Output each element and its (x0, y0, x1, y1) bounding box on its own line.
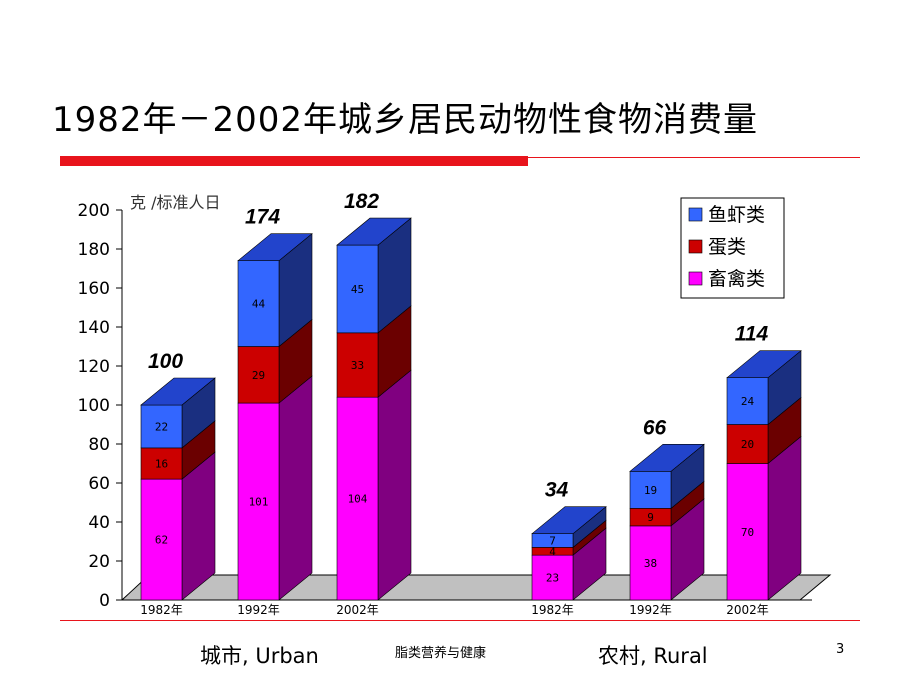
bar-segment-label: 23 (546, 572, 559, 585)
bar-top-face (629, 443, 705, 472)
bar-top-face (237, 233, 313, 262)
bar-segment (140, 404, 183, 449)
bar-segment (629, 470, 672, 509)
chart-floor (120, 574, 832, 601)
bar-segment-label: 22 (155, 420, 168, 433)
bar-segment (140, 447, 183, 480)
bar-segment-label: 9 (647, 511, 654, 524)
legend-label: 畜禽类 (708, 268, 765, 290)
bar-total-label: 100 (148, 350, 183, 373)
bar-segment-label: 33 (351, 359, 364, 372)
bar-top-face (336, 217, 412, 246)
x-tick-label: 1992年 (237, 603, 280, 617)
bar-segment (140, 478, 183, 601)
group-label-urban: 城市, Urban (200, 644, 319, 668)
bar-segment (336, 244, 379, 334)
y-tick-label: 40 (88, 513, 110, 533)
y-tick-label: 80 (88, 435, 110, 455)
y-tick-label: 100 (78, 396, 110, 416)
bar-segment (336, 332, 379, 398)
bar-total-label: 174 (245, 206, 280, 229)
legend-swatch (688, 207, 703, 222)
bar-segment (726, 463, 769, 601)
bar-side-face (377, 369, 412, 601)
bar-top-face (140, 377, 216, 406)
legend-label: 蛋类 (708, 236, 746, 258)
bottom-rule (60, 620, 860, 621)
x-tick-label: 2002年 (726, 603, 769, 617)
y-tick-label: 20 (88, 552, 110, 572)
bar-segment (237, 402, 280, 601)
bar-segment (237, 346, 280, 404)
bar-total-label: 66 (643, 416, 667, 439)
group-label-rural: 农村, Rural (598, 644, 708, 668)
y-tick-label: 180 (78, 240, 110, 260)
bar-segment (336, 396, 379, 601)
bar-top-face (726, 350, 802, 379)
bar-segment-label: 4 (549, 545, 556, 558)
y-tick-label: 160 (78, 279, 110, 299)
bar-segment-label: 101 (249, 496, 269, 509)
y-tick-label: 140 (78, 318, 110, 338)
bar-segment-label: 19 (644, 484, 657, 497)
bar-segment-label: 20 (741, 438, 754, 451)
bar-segment-label: 29 (252, 369, 265, 382)
bar-segment-label: 24 (741, 395, 755, 408)
bar-segment-label: 45 (351, 283, 364, 296)
page-number: 3 (836, 642, 845, 657)
y-tick-label: 120 (78, 357, 110, 377)
x-tick-label: 1982年 (140, 603, 183, 617)
x-tick-label: 2002年 (336, 603, 379, 617)
bar-segment-label: 70 (741, 526, 754, 539)
y-tick-label: 0 (99, 591, 110, 611)
footer-text: 脂类营养与健康 (395, 646, 487, 661)
bar-segment (531, 554, 574, 601)
bar-top-face (531, 506, 607, 535)
legend-swatch (688, 239, 703, 254)
bar-segment-label: 38 (644, 557, 657, 570)
bar-total-label: 114 (735, 323, 769, 346)
bar-total-label: 34 (545, 479, 569, 502)
bar-segment (726, 424, 769, 464)
bar-segment-label: 62 (155, 534, 168, 547)
slide-title: 1982年－2002年城乡居民动物性食物消费量 (52, 100, 759, 140)
bar-segment-label: 104 (348, 493, 368, 506)
bar-segment-label: 7 (549, 535, 556, 548)
bar-side-face (767, 435, 802, 601)
bar-side-face (278, 375, 313, 601)
y-axis-label: 克 /标准人日 (130, 193, 220, 212)
y-tick-label: 200 (78, 201, 110, 221)
legend-label: 鱼虾类 (708, 204, 765, 226)
bar-segment (629, 525, 672, 601)
bar-total-label: 182 (344, 190, 379, 213)
bar-segment (726, 377, 769, 425)
bar-segment-label: 16 (155, 458, 168, 471)
x-tick-label: 1992年 (629, 603, 672, 617)
bar-segment-label: 44 (252, 298, 266, 311)
y-tick-label: 60 (88, 474, 110, 494)
title-rule-thick (60, 156, 528, 166)
x-tick-label: 1982年 (531, 603, 574, 617)
legend-swatch (688, 271, 703, 286)
